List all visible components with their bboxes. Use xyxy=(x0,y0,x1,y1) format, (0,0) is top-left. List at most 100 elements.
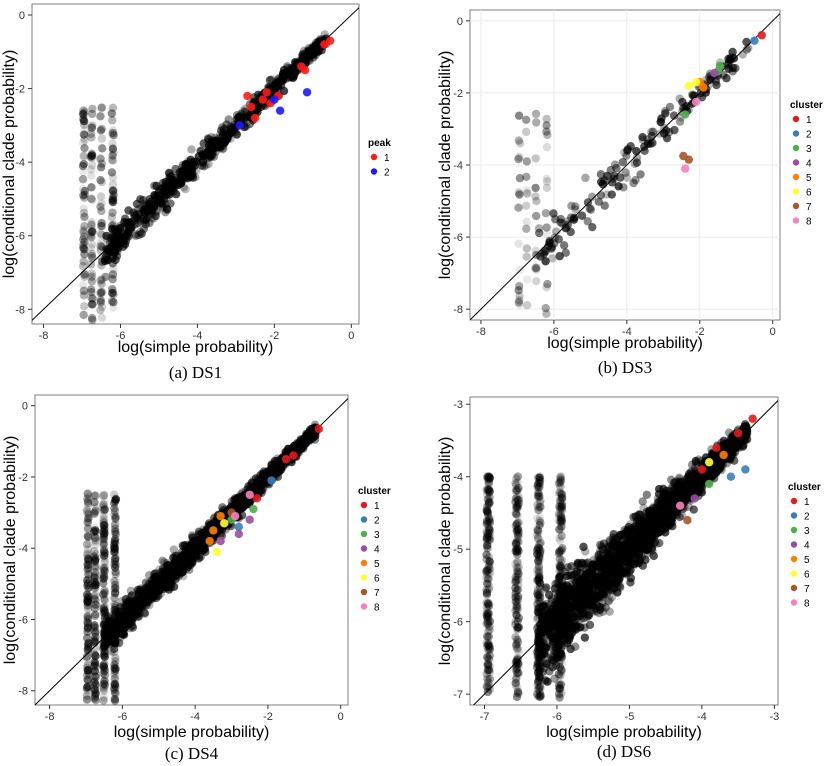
background-point xyxy=(82,695,92,704)
background-point xyxy=(90,540,100,550)
background-point xyxy=(99,662,108,671)
background-point xyxy=(482,536,492,545)
background-point xyxy=(110,605,119,615)
background-point xyxy=(485,498,494,507)
background-point xyxy=(110,679,120,688)
background-point xyxy=(554,689,564,699)
background-point xyxy=(181,167,190,177)
background-point xyxy=(534,684,543,693)
background-point xyxy=(150,181,159,190)
y-tick-label: -6 xyxy=(453,232,463,244)
background-point xyxy=(83,675,93,684)
background-point xyxy=(483,661,492,670)
background-point xyxy=(84,666,93,675)
background-point xyxy=(728,47,737,57)
background-point xyxy=(100,525,109,534)
background-point xyxy=(534,480,543,490)
background-point xyxy=(483,506,492,516)
background-point xyxy=(485,617,495,626)
background-point xyxy=(111,538,120,548)
background-point xyxy=(571,202,580,211)
background-point xyxy=(522,189,532,198)
background-point xyxy=(119,629,128,638)
background-point xyxy=(117,597,126,606)
x-tick-label: -8 xyxy=(39,330,49,342)
background-point xyxy=(90,527,99,537)
background-point xyxy=(548,254,557,263)
background-point xyxy=(91,659,100,668)
legend-key xyxy=(360,530,368,538)
background-point xyxy=(110,527,120,536)
background-point xyxy=(485,499,494,509)
background-point xyxy=(119,621,129,630)
background-point xyxy=(97,159,107,168)
background-point xyxy=(96,112,105,121)
background-point xyxy=(98,144,107,153)
background-point xyxy=(655,538,664,548)
background-point xyxy=(108,151,117,160)
background-point xyxy=(83,666,93,675)
background-point xyxy=(83,584,92,594)
background-point xyxy=(515,296,524,305)
background-point xyxy=(86,293,96,302)
background-point xyxy=(691,456,700,466)
background-point xyxy=(91,663,101,672)
background-point xyxy=(512,547,521,556)
background-point xyxy=(91,590,100,600)
background-point xyxy=(107,647,116,656)
background-point xyxy=(109,290,118,299)
background-point xyxy=(90,657,99,666)
background-point xyxy=(522,201,531,211)
background-point xyxy=(152,593,161,603)
background-point xyxy=(111,496,120,505)
background-point xyxy=(535,692,544,701)
background-point xyxy=(697,93,707,102)
background-point xyxy=(83,601,92,610)
background-point xyxy=(100,648,109,658)
background-point xyxy=(511,680,520,689)
background-point xyxy=(513,530,523,539)
y-tick-label: -2 xyxy=(18,472,28,484)
data-point xyxy=(281,454,291,464)
background-point xyxy=(534,692,543,701)
background-point xyxy=(90,677,100,686)
background-point xyxy=(534,483,543,492)
background-point xyxy=(482,588,492,597)
background-point xyxy=(556,494,565,503)
background-point xyxy=(134,589,144,598)
background-point xyxy=(83,634,92,643)
background-point xyxy=(100,490,109,499)
background-point xyxy=(566,227,575,237)
background-point xyxy=(554,680,564,690)
background-point xyxy=(522,301,532,310)
background-point xyxy=(138,602,147,611)
background-point xyxy=(513,617,522,626)
background-point xyxy=(91,506,100,515)
background-point xyxy=(96,288,105,297)
background-point xyxy=(80,222,89,231)
background-point xyxy=(535,573,544,583)
background-point xyxy=(99,537,108,547)
background-point xyxy=(91,691,100,701)
background-point xyxy=(588,222,597,232)
background-point xyxy=(84,508,93,517)
background-point xyxy=(235,498,244,508)
background-point xyxy=(521,127,531,137)
background-point xyxy=(484,645,493,654)
background-point xyxy=(535,478,545,488)
y-tick-label: 0 xyxy=(457,16,463,28)
background-point xyxy=(90,553,99,562)
background-point xyxy=(84,667,93,676)
background-point xyxy=(90,651,100,661)
background-point xyxy=(79,130,89,139)
background-point xyxy=(235,497,245,507)
background-point xyxy=(90,622,99,632)
background-point xyxy=(514,580,523,590)
background-point xyxy=(97,218,106,228)
background-point xyxy=(87,287,96,297)
background-point xyxy=(555,693,564,702)
y-tick-label: 0 xyxy=(22,401,28,413)
background-point xyxy=(108,103,118,113)
background-point xyxy=(83,683,92,692)
